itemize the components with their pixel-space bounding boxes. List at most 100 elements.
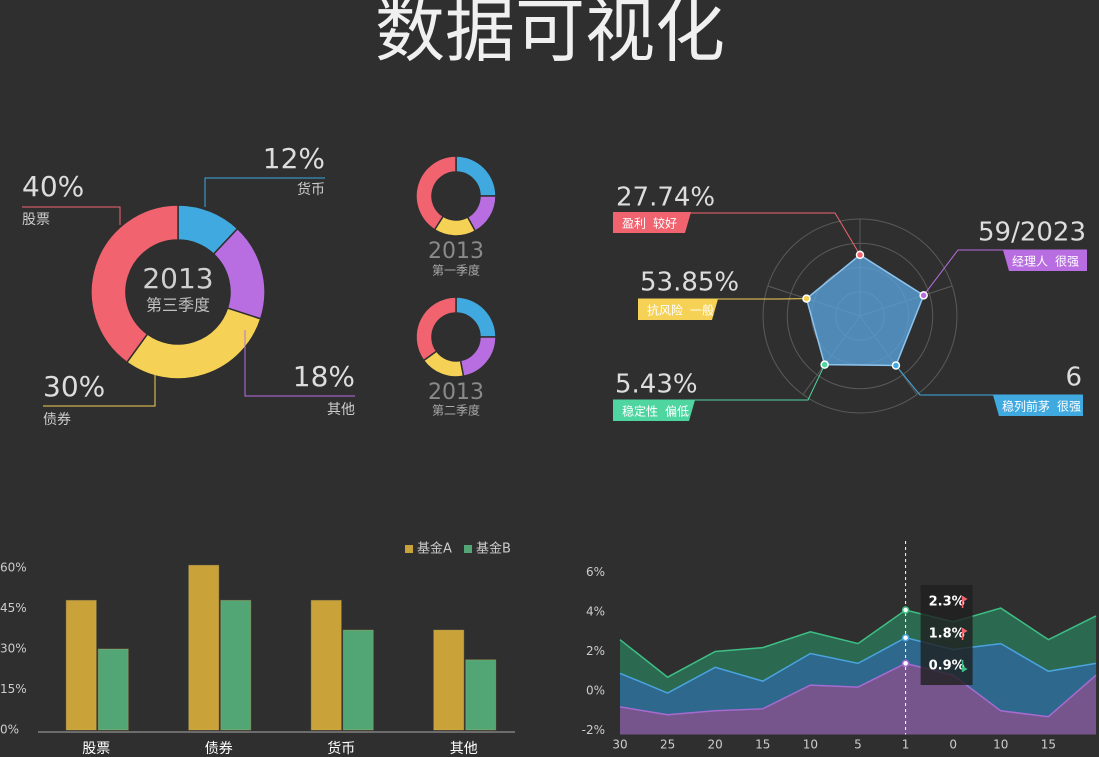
bar [465,659,497,731]
tag-level: 较好 [653,215,677,230]
tag-name: 抗风险 [647,302,683,317]
radar-area [805,253,925,367]
x-tick-label: 股票 [82,741,110,757]
y-tick-label: 15% [0,682,27,696]
tag-name: 经理人 [1012,254,1048,268]
area-line [619,662,1097,718]
annotation: 27.74% [616,183,715,213]
tag-text: 盈利 较好 [622,215,677,230]
x-tick-label: 15 [1041,738,1056,752]
y-tick-label: 60% [0,561,27,575]
tag-text: 稳定性 偏低 [622,403,689,418]
tag-level: 很强 [1057,399,1081,413]
pie-slice [90,204,179,364]
tag [1003,250,1087,271]
radar-point [891,361,901,370]
x-tick-label: 10 [803,738,818,752]
pie-center-subtitle: 第一季度 [432,263,480,278]
highlight-dot [901,633,910,642]
x-tick-label: 1 [902,738,910,752]
tooltip-label: 0.9% [929,659,965,674]
pie-center-title: 2013 [428,380,484,405]
value-label: 12% [263,142,325,175]
y-tick-label: 0% [586,684,605,698]
highlight-dot [901,659,910,668]
y-tick-label: 2% [586,644,605,658]
annotation: 53.85% [640,268,739,298]
x-tick-label: 债券 [205,741,233,757]
leader-line [204,177,325,207]
pie-slice [125,307,262,380]
tag-level: 偏低 [665,403,689,418]
legend-label: 基金B [476,541,511,557]
tag-level: 一般 [690,302,714,317]
tag-name: 盈利 [622,216,646,230]
tag-text: 稳列前茅 很强 [1002,398,1081,413]
x-tick-label: 其他 [450,741,478,757]
bar [433,629,465,731]
legend-swatch [405,545,413,553]
annotation: 59/2023 [978,218,1086,248]
value-label: 18% [293,360,355,393]
tag [993,395,1083,416]
bar [65,599,97,731]
x-tick-label: 0 [949,738,957,752]
area-line [619,636,1097,694]
tooltip-label: 2.3% [929,595,965,610]
bar [97,648,129,731]
radar-point [919,291,928,300]
tooltip-label: 1.8% [929,627,965,642]
y-tick-label: -2% [582,723,605,737]
value-label: 30% [43,370,105,403]
x-tick-label: 货币 [327,740,355,757]
page-title: 数据可视化 [375,0,725,72]
radar-point [802,294,811,303]
tag-text: 抗风险 一般 [647,302,714,317]
category-label: 货币 [297,181,325,198]
pie-center-title: 2013 [428,239,484,264]
x-tick-label: 25 [660,738,675,752]
bar [342,629,374,731]
tag [613,212,691,233]
area-line [619,607,1097,679]
bar [188,564,220,731]
pie-center-title: 2013 [142,262,213,295]
x-tick-label: 15 [755,738,770,752]
radar-point [855,250,865,260]
leader-line [43,372,156,407]
x-tick-label: 5 [854,738,862,752]
legend-swatch [464,545,472,553]
tag-name: 稳列前茅 [1002,398,1050,413]
y-tick-label: 45% [0,601,27,615]
x-tick-label: 10 [993,738,1008,752]
category-label: 其他 [327,402,355,418]
category-label: 股票 [22,212,50,228]
y-tick-label: 6% [586,565,605,579]
y-tick-label: 30% [0,642,27,656]
tag [613,400,695,421]
annotation: 5.43% [615,370,698,400]
trend-flag [962,628,968,634]
tag-name: 稳定性 [622,403,658,418]
category-label: 债券 [43,412,71,428]
y-tick-label: 0% [0,723,19,737]
radar-point [820,360,829,369]
x-tick-label: 30 [612,738,627,752]
value-label: 40% [22,170,84,203]
tag-level: 很强 [1055,254,1079,268]
bar [220,599,252,731]
pie-slice [415,296,457,362]
leader-line [690,212,861,256]
pie-center-subtitle: 第二季度 [432,403,480,418]
trend-flag [962,666,968,672]
y-tick-label: 4% [586,605,605,619]
annotation: 6 [1065,363,1082,393]
bar [310,599,342,731]
trend-flag [962,596,968,602]
pie-slice [415,155,457,231]
leader-line [244,330,355,397]
area [620,663,1096,735]
x-tick-label: 20 [708,738,723,752]
